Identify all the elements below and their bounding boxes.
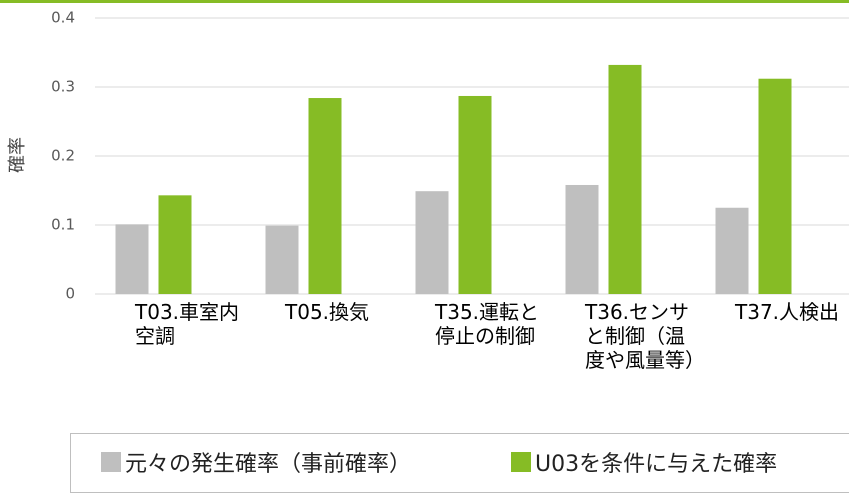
legend-swatch [511, 452, 531, 472]
legend-label: 元々の発生確率（事前確率） [125, 452, 412, 477]
x-tick-label: T36.センサと制御（温度や風量等） [585, 300, 705, 372]
legend-item: U03を条件に与えた確率 [511, 446, 777, 478]
bar [758, 78, 792, 294]
x-tick-label: T35.運転と停止の制御 [435, 300, 540, 348]
legend-swatch [101, 452, 121, 472]
top-strip [0, 0, 849, 3]
bar [158, 195, 192, 294]
bar [608, 64, 642, 294]
bar [458, 95, 492, 294]
y-axis-label: 確率 [7, 137, 28, 173]
legend-label: U03を条件に与えた確率 [535, 452, 778, 477]
bar [715, 207, 749, 294]
y-tick-label: 0.3 [51, 78, 75, 96]
bar [308, 98, 342, 294]
bar [265, 225, 299, 294]
legend-item: 元々の発生確率（事前確率） [101, 446, 411, 478]
bar [565, 184, 599, 294]
bar [115, 224, 149, 294]
legend: 元々の発生確率（事前確率） U03を条件に与えた確率 [70, 433, 849, 493]
y-tick-label: 0.4 [51, 9, 75, 27]
x-tick-label: T03.車室内空調 [135, 300, 240, 348]
y-tick-label: 0.2 [51, 147, 75, 165]
bar [415, 191, 449, 294]
x-tick-label: T05.換気 [285, 300, 370, 324]
y-tick-label: 0.1 [51, 216, 75, 234]
x-tick-label: T37.人検出 [735, 300, 840, 324]
y-tick-label: 0 [65, 285, 75, 303]
